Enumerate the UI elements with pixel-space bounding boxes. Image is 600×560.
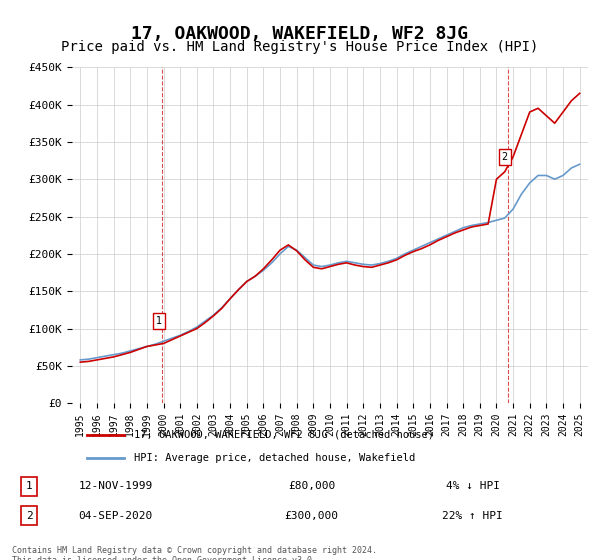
Text: £80,000: £80,000 xyxy=(288,481,335,491)
Text: HPI: Average price, detached house, Wakefield: HPI: Average price, detached house, Wake… xyxy=(134,453,415,463)
Text: £300,000: £300,000 xyxy=(284,511,338,521)
Text: 17, OAKWOOD, WAKEFIELD, WF2 8JG: 17, OAKWOOD, WAKEFIELD, WF2 8JG xyxy=(131,25,469,43)
Text: 22% ↑ HPI: 22% ↑ HPI xyxy=(442,511,503,521)
Text: 17, OAKWOOD, WAKEFIELD, WF2 8JG (detached house): 17, OAKWOOD, WAKEFIELD, WF2 8JG (detache… xyxy=(134,430,434,440)
Text: Price paid vs. HM Land Registry's House Price Index (HPI): Price paid vs. HM Land Registry's House … xyxy=(61,40,539,54)
Text: 04-SEP-2020: 04-SEP-2020 xyxy=(79,511,153,521)
Text: 2: 2 xyxy=(502,152,508,162)
Text: 12-NOV-1999: 12-NOV-1999 xyxy=(79,481,153,491)
Text: Contains HM Land Registry data © Crown copyright and database right 2024.
This d: Contains HM Land Registry data © Crown c… xyxy=(12,546,377,560)
Text: 2: 2 xyxy=(26,511,32,521)
Text: 4% ↓ HPI: 4% ↓ HPI xyxy=(446,481,500,491)
Text: 1: 1 xyxy=(26,481,32,491)
Text: 1: 1 xyxy=(155,316,161,326)
